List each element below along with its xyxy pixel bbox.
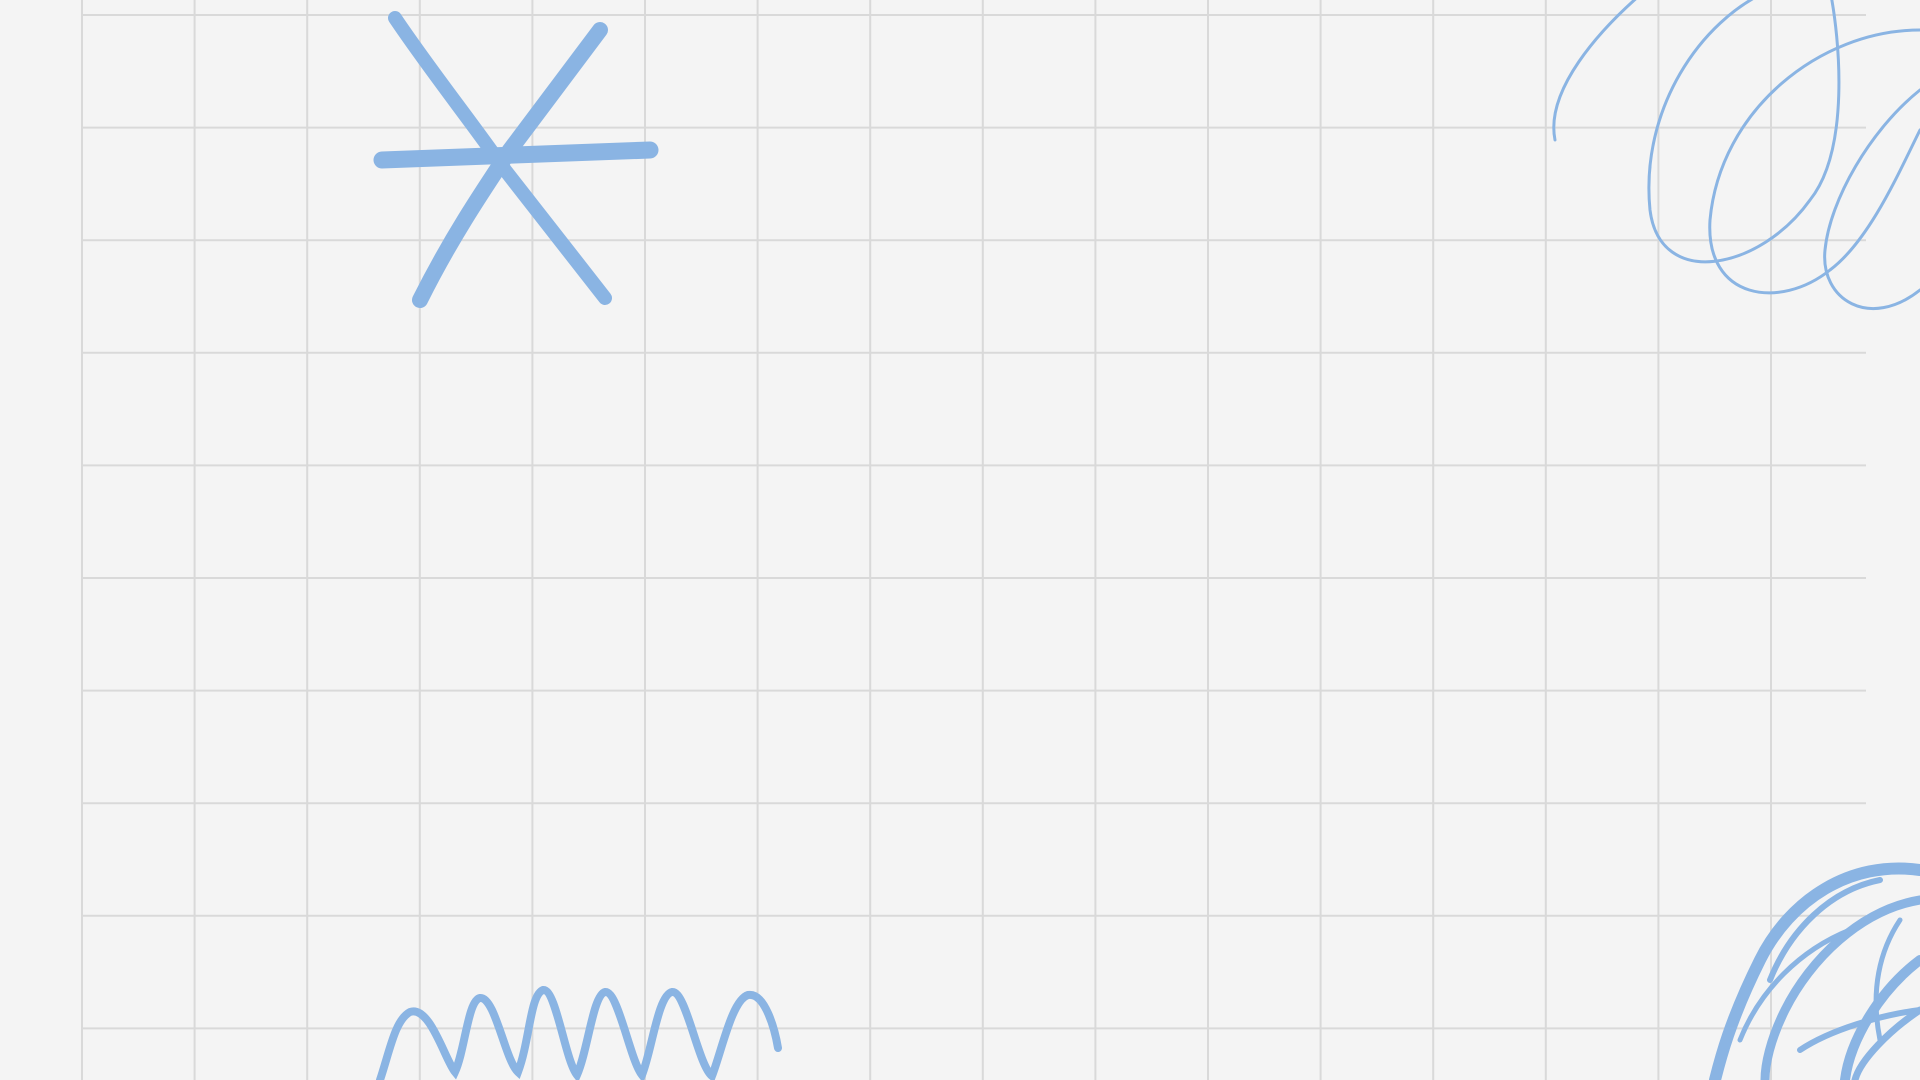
paper-background — [0, 0, 1920, 1080]
slide-canvas — [0, 0, 1920, 1080]
graph-paper-grid — [81, 0, 1866, 1080]
